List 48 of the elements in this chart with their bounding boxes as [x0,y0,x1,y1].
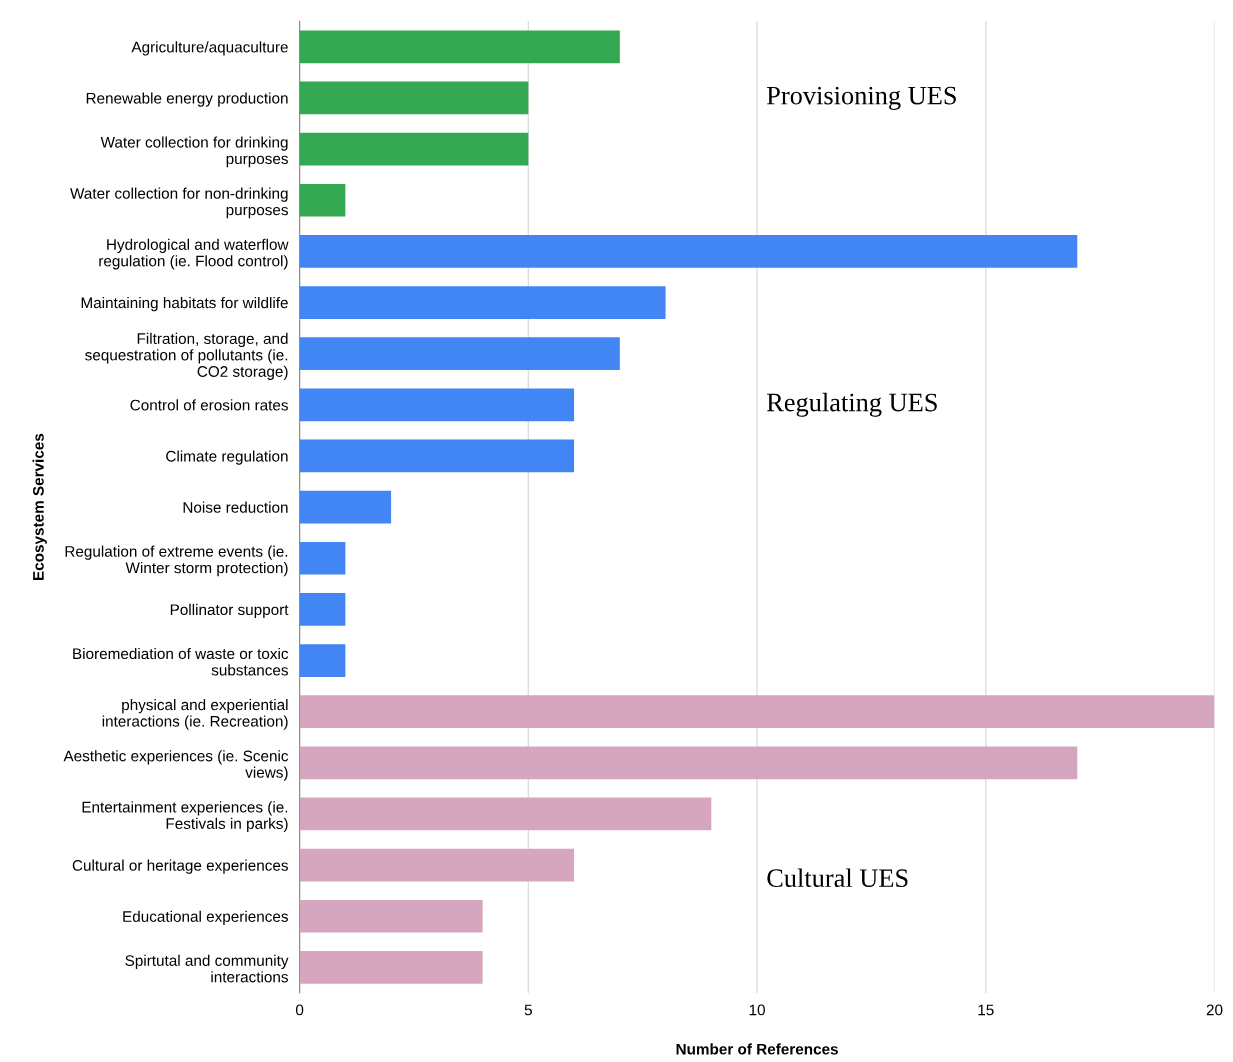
bar [299,644,346,677]
y-tick-label: Noise reduction [183,501,288,513]
x-tick-label: 10 [749,1004,765,1016]
bar [299,30,620,64]
y-axis-title: Ecosystem Services [32,433,47,580]
bar [299,593,346,626]
bar [299,797,712,831]
y-tick-label: Hydrological and waterflow regulation (ie. Flood control) [99,238,289,270]
y-tick-label: Filtration, storage, and sequestration of pollutants (ie. CO2 storage) [85,332,288,380]
bar [299,337,620,371]
annotation: Regulating UES [766,392,937,417]
y-tick-label: Bioremediation of waste or toxic substances [73,647,289,676]
y-tick-label: Renewable energy production [86,92,288,107]
bar [299,183,346,217]
annotation: Cultural UES [767,868,908,888]
bar [299,286,666,319]
bar [299,695,1215,729]
bar [299,951,483,984]
y-tick-label: physical and experiential interactions (ie. Recreation) [102,699,288,730]
bar [299,235,1078,268]
y-tick-label: Water collection for drinking purposes [100,136,288,168]
y-tick-label: Entertainment experiences (ie. Festivals in parks) [82,801,288,833]
y-tick-label: Aesthetic experiences (ie. Scenic views) [63,750,289,781]
annotation: Provisioning UES [766,86,956,110]
y-tick-label: Spirtutal and community interactions [125,954,289,983]
y-tick-label: Agriculture/aquaculture [131,41,288,56]
bar [299,439,575,473]
y-tick-label: Control of erosion rates [130,399,288,411]
bar [299,848,575,882]
y-tick-label: Water collection for non-drinking purposes [70,187,288,219]
bar [299,746,1078,780]
bar [299,541,346,575]
x-axis-title: Number of References [676,1043,838,1055]
bar [299,132,529,166]
y-tick-label: Cultural or heritage experiences [72,859,288,874]
x-tick-label: 15 [978,1004,994,1016]
y-tick-label: Maintaining habitats for wildlife [81,296,288,312]
y-tick-label: Climate regulation [166,450,288,465]
x-tick-label: 5 [524,1004,532,1016]
bar [299,490,392,524]
y-tick-label: Pollinator support [170,603,289,619]
x-tick-label: 20 [1206,1004,1223,1016]
bar [299,899,483,933]
bar [299,388,575,422]
x-tick-label: 0 [295,1004,304,1016]
y-tick-label: Regulation of extreme events (ie. Winter storm protection) [65,545,288,577]
y-tick-label: Educational experiences [123,910,288,925]
bar [299,81,529,115]
